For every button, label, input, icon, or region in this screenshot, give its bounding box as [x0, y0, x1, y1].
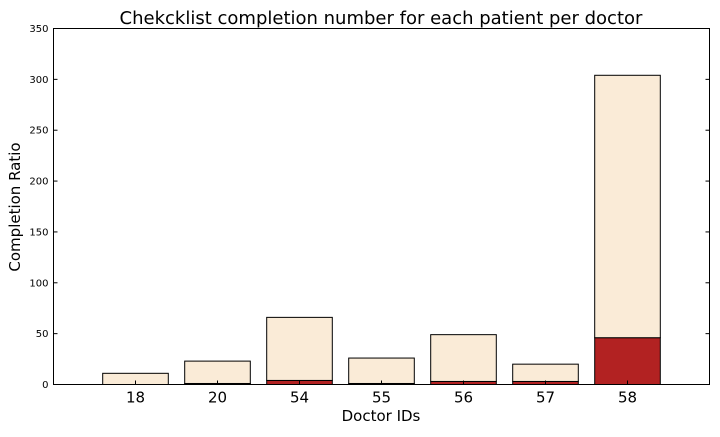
bar-57-segment-2: [512, 363, 579, 382]
y-tick-label: 50: [36, 329, 49, 340]
plot-frame: [53, 28, 710, 385]
bars-layer: [102, 74, 661, 386]
chart-title: Chekcklist completion number for each pa…: [120, 8, 643, 29]
y-tick-label: 100: [29, 278, 48, 289]
bar-55-segment-2: [348, 357, 415, 384]
x-tick-label: 58: [618, 389, 637, 407]
x-tick-label: 20: [208, 389, 227, 407]
y-tick-label: 150: [29, 227, 48, 238]
x-axis-label: Doctor IDs: [342, 407, 421, 425]
x-ticks: 18 20 54 55 56 57 58: [126, 380, 637, 407]
y-tick-label: 300: [29, 75, 48, 86]
bar-58-segment-2: [594, 74, 661, 339]
x-tick-label: 57: [536, 389, 555, 407]
y-axis-label: Completion Ratio: [6, 142, 24, 271]
bar-54-segment-2: [266, 316, 333, 381]
y-tick-label: 250: [29, 126, 48, 137]
bar-20-segment-2: [184, 360, 251, 384]
y-tick-label: 350: [29, 24, 48, 35]
x-tick-label: 56: [454, 389, 473, 407]
bar-56-segment-2: [430, 334, 497, 382]
x-tick-label: 54: [290, 389, 309, 407]
y-tick-label: 0: [42, 380, 48, 391]
x-tick-label: 55: [372, 389, 391, 407]
x-tick-label: 18: [126, 389, 145, 407]
bar-58-segment-1: [594, 337, 661, 385]
y-tick-label: 200: [29, 177, 48, 188]
